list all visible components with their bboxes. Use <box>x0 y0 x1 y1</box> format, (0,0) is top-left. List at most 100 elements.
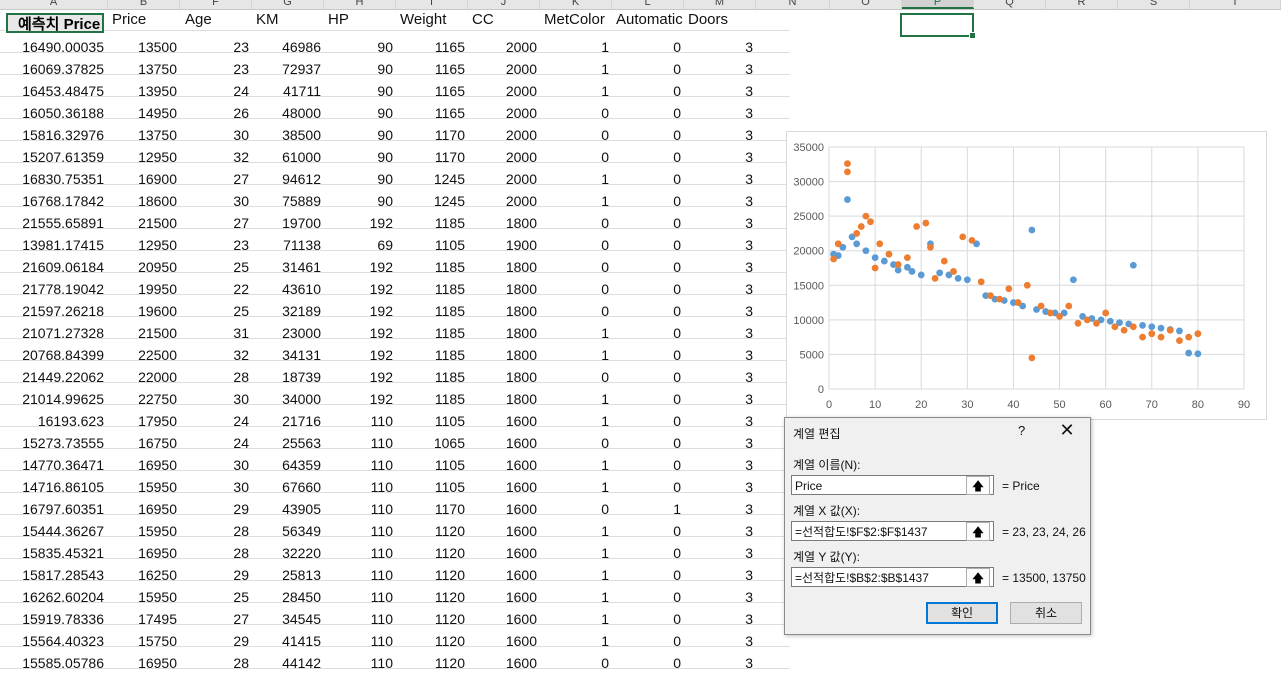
cell-weight[interactable]: 1120 <box>434 589 465 605</box>
cell-doors[interactable]: 3 <box>745 259 753 275</box>
cell-age[interactable]: 32 <box>233 347 249 363</box>
cell-automatic[interactable]: 0 <box>673 655 681 671</box>
cell-cc[interactable]: 2000 <box>505 193 537 209</box>
cell-km[interactable]: 23000 <box>282 325 321 341</box>
cell-pred[interactable]: 13981.17415 <box>22 237 104 253</box>
cell-age[interactable]: 29 <box>233 501 249 517</box>
cell-age[interactable]: 24 <box>233 435 249 451</box>
cell-price[interactable]: 13500 <box>138 39 177 55</box>
cell-weight[interactable]: 1185 <box>434 325 465 341</box>
cell-cc[interactable]: 1800 <box>505 303 537 319</box>
cell-price[interactable]: 18600 <box>138 193 177 209</box>
cell-cc[interactable]: 2000 <box>505 39 537 55</box>
cell-hp[interactable]: 90 <box>377 83 393 99</box>
cell-price[interactable]: 22000 <box>138 369 177 385</box>
cell-price[interactable]: 16250 <box>138 567 177 583</box>
column-letter[interactable]: M <box>684 0 756 9</box>
cell-km[interactable]: 94612 <box>282 171 321 187</box>
cell-automatic[interactable]: 0 <box>673 215 681 231</box>
cell-automatic[interactable]: 0 <box>673 413 681 429</box>
cell-automatic[interactable]: 0 <box>673 369 681 385</box>
column-letter[interactable]: L <box>612 0 684 9</box>
cell-doors[interactable]: 3 <box>745 589 753 605</box>
cell-doors[interactable]: 3 <box>745 83 753 99</box>
cell-pred[interactable]: 16193.623 <box>37 413 104 429</box>
cell-km[interactable]: 44142 <box>282 655 321 671</box>
cell-automatic[interactable]: 0 <box>673 589 681 605</box>
help-icon[interactable]: ? <box>1018 423 1026 438</box>
cell-doors[interactable]: 3 <box>745 501 753 517</box>
cell-km[interactable]: 34000 <box>282 391 321 407</box>
y-values-input[interactable]: =선적합도!$B$2:$B$1437 <box>791 567 994 587</box>
cell-hp[interactable]: 192 <box>369 259 393 275</box>
cell-age[interactable]: 25 <box>233 589 249 605</box>
cell-pred[interactable]: 15585.05786 <box>22 655 104 671</box>
cell-age[interactable]: 30 <box>233 479 249 495</box>
cell-km[interactable]: 34545 <box>282 611 321 627</box>
cell-weight[interactable]: 1245 <box>433 171 465 187</box>
cell-automatic[interactable]: 0 <box>673 435 681 451</box>
cell-price[interactable]: 19950 <box>138 281 177 297</box>
cell-hp[interactable]: 90 <box>377 127 393 143</box>
cell-doors[interactable]: 3 <box>745 325 753 341</box>
cell-a1-header[interactable]: 예측치 Price <box>6 13 104 33</box>
scatter-chart[interactable]: 0 5000 10000 15000 20000 25000 30000 35000 0 10 20… <box>786 131 1267 420</box>
cell-doors[interactable]: 3 <box>745 237 753 253</box>
cell-cc[interactable]: 1800 <box>505 369 537 385</box>
cell-weight[interactable]: 1185 <box>434 369 465 385</box>
cell-metcolor[interactable]: 1 <box>601 457 609 473</box>
cell-metcolor[interactable]: 1 <box>601 589 609 605</box>
cell-weight[interactable]: 1165 <box>434 39 465 55</box>
cell-pred[interactable]: 21071.27328 <box>22 325 104 341</box>
cell-price[interactable]: 14950 <box>138 105 177 121</box>
cell-age[interactable]: 22 <box>233 281 249 297</box>
cell-price[interactable]: 12950 <box>138 237 177 253</box>
cell-km[interactable]: 67660 <box>282 479 321 495</box>
column-letter[interactable]: A <box>0 0 108 9</box>
cell-weight[interactable]: 1105 <box>434 479 465 495</box>
cell-pred[interactable]: 21597.26218 <box>22 303 104 319</box>
cell-cc[interactable]: 2000 <box>505 127 537 143</box>
cell-cc[interactable]: 1800 <box>505 281 537 297</box>
cell-price[interactable]: 15950 <box>138 523 177 539</box>
cell-automatic[interactable]: 0 <box>673 105 681 121</box>
cell-km[interactable]: 72937 <box>282 61 321 77</box>
cell-cc[interactable]: 1900 <box>505 237 537 253</box>
cell-doors[interactable]: 3 <box>745 545 753 561</box>
cell-automatic[interactable]: 0 <box>673 149 681 165</box>
cell-metcolor[interactable]: 0 <box>601 127 609 143</box>
cell-hp[interactable]: 110 <box>370 523 393 539</box>
column-letter[interactable]: H <box>324 0 396 9</box>
cell-pred[interactable]: 21555.65891 <box>22 215 104 231</box>
cell-automatic[interactable]: 0 <box>673 545 681 561</box>
cell-doors[interactable]: 3 <box>745 281 753 297</box>
cell-automatic[interactable]: 0 <box>673 457 681 473</box>
close-icon[interactable]: ✕ <box>1059 420 1075 440</box>
cell-pred[interactable]: 21449.22062 <box>22 369 104 385</box>
cell-hp[interactable]: 90 <box>377 193 393 209</box>
cell-age[interactable]: 31 <box>233 325 249 341</box>
cell-age[interactable]: 25 <box>233 303 249 319</box>
cell-price[interactable]: 17950 <box>138 413 177 429</box>
cell-price[interactable]: 22750 <box>138 391 177 407</box>
cell-weight[interactable]: 1185 <box>434 391 465 407</box>
cell-metcolor[interactable]: 1 <box>601 171 609 187</box>
cell-metcolor[interactable]: 1 <box>601 391 609 407</box>
cell-price[interactable]: 15950 <box>138 479 177 495</box>
cell-weight[interactable]: 1120 <box>434 655 465 671</box>
cell-weight[interactable]: 1105 <box>434 237 465 253</box>
cell-metcolor[interactable]: 0 <box>601 149 609 165</box>
cell-automatic[interactable]: 0 <box>673 479 681 495</box>
cell-age[interactable]: 24 <box>233 413 249 429</box>
cell-age[interactable]: 30 <box>233 457 249 473</box>
cell-pred[interactable]: 16830.75351 <box>22 171 104 187</box>
header-cc[interactable]: CC <box>472 11 494 28</box>
cell-automatic[interactable]: 0 <box>673 523 681 539</box>
cell-automatic[interactable]: 0 <box>673 259 681 275</box>
cell-km[interactable]: 56349 <box>282 523 321 539</box>
cell-weight[interactable]: 1105 <box>434 457 465 473</box>
cell-weight[interactable]: 1170 <box>434 149 465 165</box>
cell-cc[interactable]: 1600 <box>505 523 537 539</box>
column-letter[interactable]: G <box>252 0 324 9</box>
cell-price[interactable]: 16900 <box>138 171 177 187</box>
